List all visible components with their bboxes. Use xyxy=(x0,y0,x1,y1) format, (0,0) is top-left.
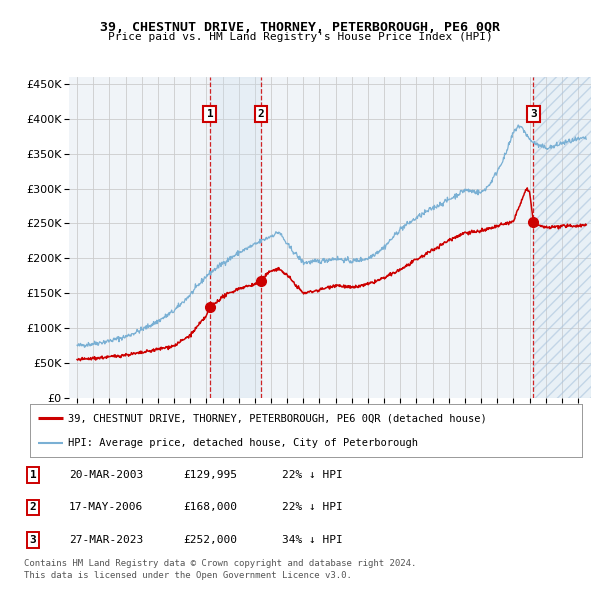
Text: 22% ↓ HPI: 22% ↓ HPI xyxy=(282,503,343,512)
Text: 39, CHESTNUT DRIVE, THORNEY, PETERBOROUGH, PE6 0QR: 39, CHESTNUT DRIVE, THORNEY, PETERBOROUG… xyxy=(100,21,500,34)
Text: HPI: Average price, detached house, City of Peterborough: HPI: Average price, detached house, City… xyxy=(68,438,418,448)
Text: 1: 1 xyxy=(206,109,213,119)
Text: 2: 2 xyxy=(257,109,265,119)
Text: 39, CHESTNUT DRIVE, THORNEY, PETERBOROUGH, PE6 0QR (detached house): 39, CHESTNUT DRIVE, THORNEY, PETERBOROUG… xyxy=(68,414,486,424)
Text: 3: 3 xyxy=(530,109,536,119)
Text: This data is licensed under the Open Government Licence v3.0.: This data is licensed under the Open Gov… xyxy=(24,571,352,580)
Text: £252,000: £252,000 xyxy=(183,535,237,545)
Text: 34% ↓ HPI: 34% ↓ HPI xyxy=(282,535,343,545)
Text: £168,000: £168,000 xyxy=(183,503,237,512)
Bar xyxy=(533,77,591,398)
Text: £129,995: £129,995 xyxy=(183,470,237,480)
Text: Contains HM Land Registry data © Crown copyright and database right 2024.: Contains HM Land Registry data © Crown c… xyxy=(24,559,416,568)
Text: 17-MAY-2006: 17-MAY-2006 xyxy=(69,503,143,512)
Bar xyxy=(533,77,591,398)
Text: 22% ↓ HPI: 22% ↓ HPI xyxy=(282,470,343,480)
Text: 27-MAR-2023: 27-MAR-2023 xyxy=(69,535,143,545)
Text: 1: 1 xyxy=(29,470,37,480)
Text: Price paid vs. HM Land Registry's House Price Index (HPI): Price paid vs. HM Land Registry's House … xyxy=(107,32,493,42)
Bar xyxy=(210,77,261,398)
Text: 3: 3 xyxy=(29,535,37,545)
Text: 2: 2 xyxy=(29,503,37,512)
Text: 20-MAR-2003: 20-MAR-2003 xyxy=(69,470,143,480)
